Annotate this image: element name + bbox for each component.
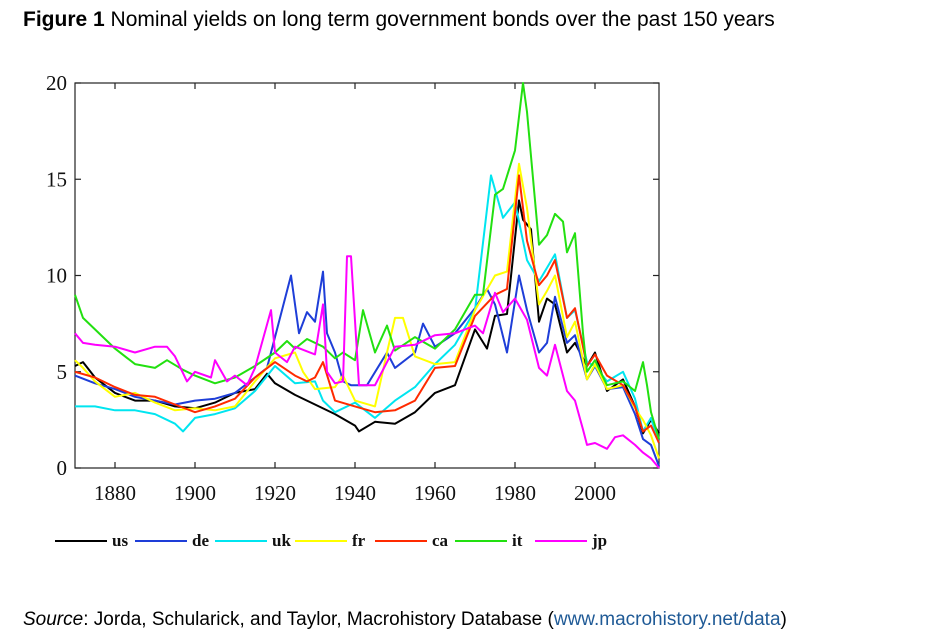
x-tick-label: 1900	[174, 481, 216, 505]
series-line-us	[74, 199, 660, 435]
legend-label-us: us	[112, 531, 128, 550]
axis-ticks: 1880 1900 1920 1940 1960 1980 2000 0 5 10 15 20	[46, 71, 659, 505]
figure-title-text: Nominal yields on long term government b…	[110, 8, 775, 31]
source-suffix: )	[780, 609, 787, 630]
series-line-it	[74, 82, 660, 440]
x-tick-label: 1880	[94, 481, 136, 505]
y-tick-label: 0	[57, 456, 68, 480]
x-tick-label: 1920	[254, 481, 296, 505]
y-tick-label: 5	[57, 360, 68, 384]
source-link[interactable]: www.macrohistory.net/data	[553, 609, 781, 630]
line-chart: 1880 1900 1920 1940 1960 1980 2000 0 5 10 15 20 us d…	[46, 71, 660, 550]
y-tick-label: 10	[46, 264, 67, 288]
series-line-fr	[74, 162, 660, 459]
source-text: : Jorda, Schularick, and Taylor, Macrohi…	[83, 609, 554, 630]
x-tick-label: 1940	[334, 481, 376, 505]
y-tick-label: 15	[46, 167, 67, 191]
figure-label: Figure 1	[23, 8, 105, 31]
y-tick-label: 20	[46, 71, 67, 95]
legend-label-de: de	[192, 531, 209, 550]
legend-label-fr: fr	[352, 531, 366, 550]
source-note: Source: Jorda, Schularick, and Taylor, M…	[23, 609, 787, 631]
legend: us de uk fr ca it jp	[55, 531, 607, 550]
x-tick-label: 1960	[414, 481, 456, 505]
x-tick-label: 1980	[494, 481, 536, 505]
series-line-ca	[74, 174, 660, 444]
source-prefix: Source	[23, 609, 84, 630]
figure-title: Figure 1 Nominal yields on long term gov…	[23, 8, 775, 32]
legend-label-jp: jp	[591, 531, 607, 550]
series-line-de	[74, 270, 660, 467]
series-lines	[74, 82, 660, 469]
legend-label-it: it	[512, 531, 523, 550]
series-line-jp	[74, 255, 660, 469]
x-tick-label: 2000	[574, 481, 616, 505]
legend-label-uk: uk	[272, 531, 291, 550]
legend-label-ca: ca	[432, 531, 449, 550]
